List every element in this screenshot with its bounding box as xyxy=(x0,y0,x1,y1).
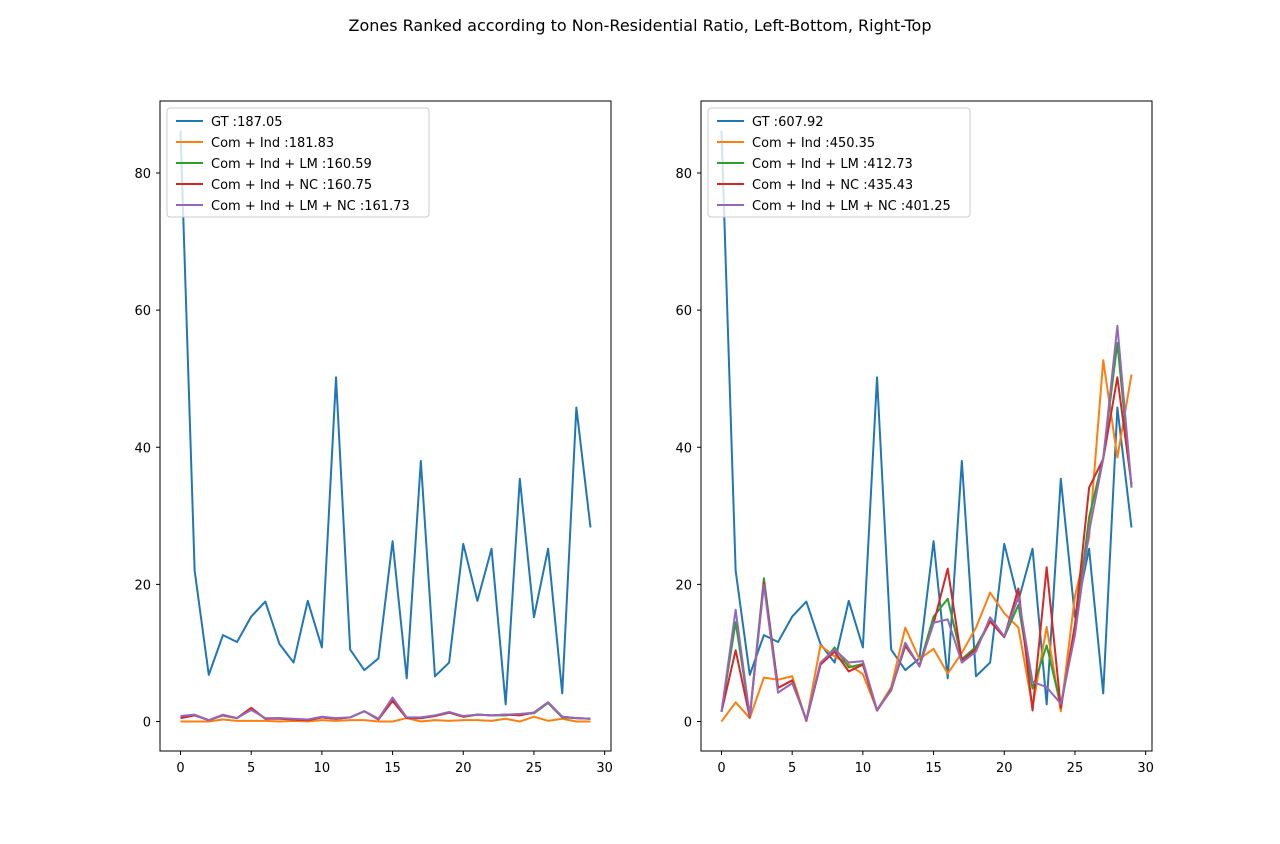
left-y-tick-label: 0 xyxy=(143,716,151,731)
right-x-tick-label: 30 xyxy=(1137,761,1154,776)
right-x-tick-label: 5 xyxy=(788,761,796,776)
right-legend-label-0: GT :607.92 xyxy=(752,115,824,130)
left-y-tick-label: 60 xyxy=(134,304,151,319)
right-y-tick-label: 20 xyxy=(675,578,692,593)
left-y-tick-label: 80 xyxy=(134,167,151,182)
right-axes-frame xyxy=(700,100,1153,752)
left-series-line-3 xyxy=(180,699,591,722)
right-legend-label-4: Com + Ind + LM + NC :401.25 xyxy=(752,199,951,214)
right-x-tick-label: 10 xyxy=(855,761,872,776)
right-legend-box xyxy=(707,107,971,218)
left-series-line-4 xyxy=(180,696,591,722)
left-y-tick-label: 40 xyxy=(134,441,151,456)
left-x-tick-label: 30 xyxy=(596,761,613,776)
left-legend-box xyxy=(166,107,430,218)
left-x-tick-label: 20 xyxy=(455,761,472,776)
figure-title: Zones Ranked according to Non-Residentia… xyxy=(348,16,931,35)
right-x-tick-label: 25 xyxy=(1067,761,1084,776)
left-x-tick-label: 15 xyxy=(384,761,401,776)
left-axes-frame xyxy=(159,100,612,752)
right-legend: GT :607.92 Com + Ind :450.35 Com + Ind + L… xyxy=(707,107,971,218)
left-x-tick-label: 25 xyxy=(526,761,543,776)
right-y-tick-label: 80 xyxy=(675,167,692,182)
left-series-line-1 xyxy=(180,715,591,723)
left-legend: GT :187.05 Com + Ind :181.83 Com + Ind + L… xyxy=(166,107,430,218)
right-legend-label-3: Com + Ind + NC :435.43 xyxy=(752,178,913,193)
left-legend-label-4: Com + Ind + LM + NC :161.73 xyxy=(211,199,410,214)
right-x-tick-label: 20 xyxy=(996,761,1013,776)
right-y-tick-label: 40 xyxy=(675,441,692,456)
right-x-tick-label: 15 xyxy=(925,761,942,776)
right-series-line-4 xyxy=(720,324,1133,721)
right-y-tick-label: 60 xyxy=(675,304,692,319)
left-legend-label-3: Com + Ind + NC :160.75 xyxy=(211,178,372,193)
right-y-tick-label: 0 xyxy=(684,716,692,731)
right-legend-label-1: Com + Ind :450.35 xyxy=(752,136,875,151)
left-legend-label-0: GT :187.05 xyxy=(211,115,283,130)
right-series-line-0 xyxy=(720,130,1133,706)
left-x-tick-label: 10 xyxy=(314,761,331,776)
right-x-tick-label: 0 xyxy=(717,761,725,776)
left-series-line-0 xyxy=(179,130,592,706)
left-legend-label-1: Com + Ind :181.83 xyxy=(211,136,334,151)
left-y-tick-label: 20 xyxy=(134,578,151,593)
left-x-tick-label: 0 xyxy=(176,761,184,776)
left-legend-label-2: Com + Ind + LM :160.59 xyxy=(211,157,372,172)
right-legend-label-2: Com + Ind + LM :412.73 xyxy=(752,157,913,172)
left-subplot: 0 5 10 15 20 25 30 0 20 40 60 80 GT :187.05 Com + Ind… xyxy=(134,100,613,776)
right-subplot: 0 5 10 15 20 25 30 0 20 40 60 80 GT :607.92 Com + Ind… xyxy=(675,100,1154,776)
left-x-tick-label: 5 xyxy=(247,761,255,776)
